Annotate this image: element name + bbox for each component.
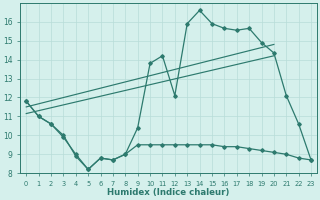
X-axis label: Humidex (Indice chaleur): Humidex (Indice chaleur) [108, 188, 230, 197]
